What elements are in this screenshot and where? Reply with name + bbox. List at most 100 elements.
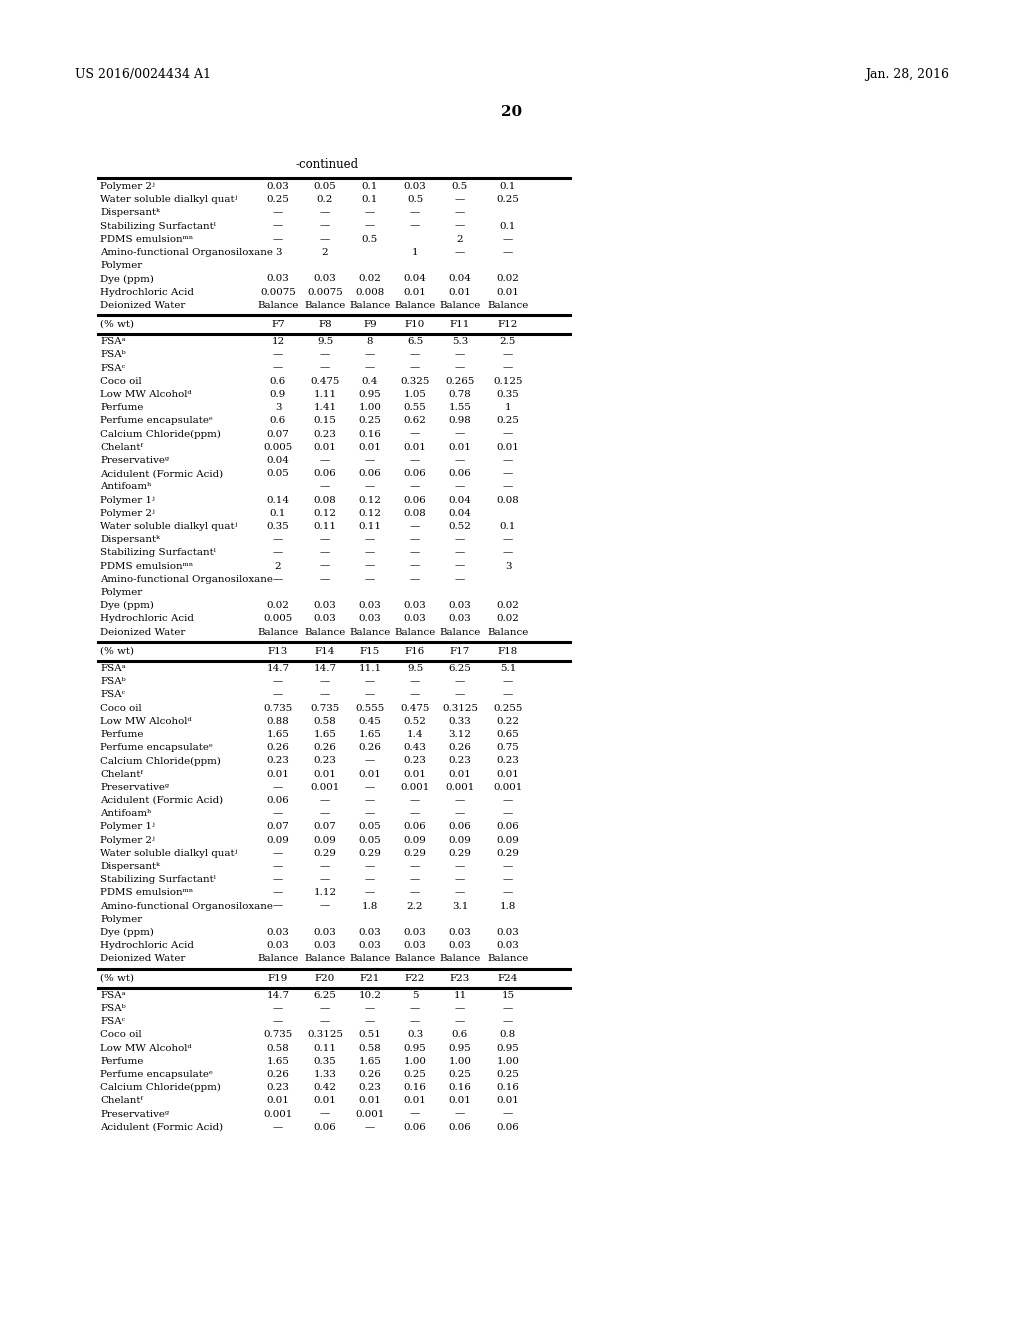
Text: Balance: Balance — [487, 301, 528, 310]
Text: —: — — [319, 809, 330, 818]
Text: 0.25: 0.25 — [403, 1071, 426, 1078]
Text: F24: F24 — [498, 974, 518, 982]
Text: —: — — [503, 677, 513, 686]
Text: 0.23: 0.23 — [266, 756, 290, 766]
Text: FSAᵃ: FSAᵃ — [100, 664, 126, 673]
Text: 0.03: 0.03 — [449, 941, 471, 950]
Text: Water soluble dialkyl quatʲ: Water soluble dialkyl quatʲ — [100, 521, 238, 531]
Text: 0.555: 0.555 — [355, 704, 385, 713]
Text: 0.06: 0.06 — [313, 469, 336, 478]
Text: Chelantᶠ: Chelantᶠ — [100, 1097, 142, 1105]
Text: 0.11: 0.11 — [358, 521, 382, 531]
Text: —: — — [272, 235, 283, 244]
Text: Hydrochloric Acid: Hydrochloric Acid — [100, 614, 194, 623]
Text: Balance: Balance — [304, 301, 346, 310]
Text: —: — — [410, 363, 420, 372]
Text: 0.03: 0.03 — [266, 941, 290, 950]
Text: Balance: Balance — [439, 301, 480, 310]
Text: 0.01: 0.01 — [497, 288, 519, 297]
Text: US 2016/0024434 A1: US 2016/0024434 A1 — [75, 69, 211, 81]
Text: 0.01: 0.01 — [358, 770, 381, 779]
Text: 0.04: 0.04 — [403, 275, 426, 284]
Text: F22: F22 — [404, 974, 425, 982]
Text: 8: 8 — [367, 337, 374, 346]
Text: —: — — [319, 535, 330, 544]
Text: 0.03: 0.03 — [403, 928, 426, 937]
Text: 0.95: 0.95 — [403, 1044, 426, 1052]
Text: Balance: Balance — [257, 301, 299, 310]
Text: 1: 1 — [505, 403, 511, 412]
Text: —: — — [503, 809, 513, 818]
Text: —: — — [455, 482, 465, 491]
Text: FSAᵇ: FSAᵇ — [100, 350, 126, 359]
Text: 0.001: 0.001 — [263, 1110, 293, 1118]
Text: —: — — [319, 902, 330, 911]
Text: —: — — [319, 209, 330, 218]
Text: —: — — [319, 690, 330, 700]
Text: 0.03: 0.03 — [266, 182, 290, 191]
Text: 0.03: 0.03 — [449, 614, 471, 623]
Text: Polymer: Polymer — [100, 261, 142, 271]
Text: —: — — [455, 809, 465, 818]
Text: 0.03: 0.03 — [358, 601, 381, 610]
Text: —: — — [455, 248, 465, 257]
Text: 0.06: 0.06 — [403, 469, 426, 478]
Text: 0.008: 0.008 — [355, 288, 385, 297]
Text: 2: 2 — [457, 235, 463, 244]
Text: 0.3125: 0.3125 — [307, 1031, 343, 1039]
Text: —: — — [503, 888, 513, 898]
Text: 0.78: 0.78 — [449, 389, 471, 399]
Text: 0.03: 0.03 — [266, 275, 290, 284]
Text: —: — — [503, 1005, 513, 1012]
Text: —: — — [503, 350, 513, 359]
Text: 0.03: 0.03 — [497, 928, 519, 937]
Text: —: — — [365, 862, 375, 871]
Text: 0.1: 0.1 — [269, 508, 286, 517]
Text: 0.01: 0.01 — [497, 442, 519, 451]
Text: 0.01: 0.01 — [403, 288, 426, 297]
Text: —: — — [455, 677, 465, 686]
Text: Dye (ppm): Dye (ppm) — [100, 928, 154, 937]
Text: 0.26: 0.26 — [266, 743, 290, 752]
Text: 0.8: 0.8 — [500, 1031, 516, 1039]
Text: 0.23: 0.23 — [403, 756, 426, 766]
Text: —: — — [365, 888, 375, 898]
Text: 0.005: 0.005 — [263, 614, 293, 623]
Text: 0.25: 0.25 — [497, 416, 519, 425]
Text: 0.2: 0.2 — [316, 195, 333, 205]
Text: F8: F8 — [318, 319, 332, 329]
Text: —: — — [503, 455, 513, 465]
Text: —: — — [365, 809, 375, 818]
Text: 0.01: 0.01 — [313, 1097, 337, 1105]
Text: Polymer: Polymer — [100, 587, 142, 597]
Text: 0.06: 0.06 — [313, 1123, 336, 1131]
Text: —: — — [410, 482, 420, 491]
Text: F15: F15 — [359, 647, 380, 656]
Text: 0.06: 0.06 — [449, 1123, 471, 1131]
Text: 0.05: 0.05 — [313, 182, 336, 191]
Text: —: — — [272, 1005, 283, 1012]
Text: 0.01: 0.01 — [313, 442, 337, 451]
Text: 0.02: 0.02 — [266, 601, 290, 610]
Text: F9: F9 — [364, 319, 377, 329]
Text: 1.00: 1.00 — [449, 1057, 471, 1065]
Text: 0.01: 0.01 — [358, 442, 381, 451]
Text: PDMS emulsionᵐⁿ: PDMS emulsionᵐⁿ — [100, 888, 194, 898]
Text: 0.03: 0.03 — [358, 614, 381, 623]
Text: —: — — [272, 677, 283, 686]
Text: 0.07: 0.07 — [266, 429, 290, 438]
Text: —: — — [503, 248, 513, 257]
Text: Dispersantᵏ: Dispersantᵏ — [100, 535, 160, 544]
Text: -continued: -continued — [295, 158, 358, 172]
Text: 0.14: 0.14 — [266, 495, 290, 504]
Text: 0.45: 0.45 — [358, 717, 381, 726]
Text: Balance: Balance — [439, 954, 480, 964]
Text: 0.735: 0.735 — [263, 1031, 293, 1039]
Text: Dye (ppm): Dye (ppm) — [100, 275, 154, 284]
Text: —: — — [455, 1005, 465, 1012]
Text: Stabilizing Surfactantˡ: Stabilizing Surfactantˡ — [100, 875, 216, 884]
Text: Polymer 2ʲ: Polymer 2ʲ — [100, 508, 155, 517]
Text: 0.6: 0.6 — [452, 1031, 468, 1039]
Text: 0.52: 0.52 — [449, 521, 471, 531]
Text: 11.1: 11.1 — [358, 664, 382, 673]
